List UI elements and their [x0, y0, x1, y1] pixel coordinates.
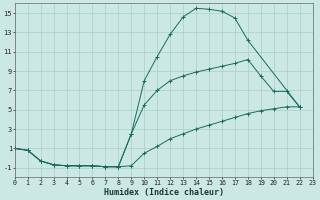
X-axis label: Humidex (Indice chaleur): Humidex (Indice chaleur): [104, 188, 224, 197]
